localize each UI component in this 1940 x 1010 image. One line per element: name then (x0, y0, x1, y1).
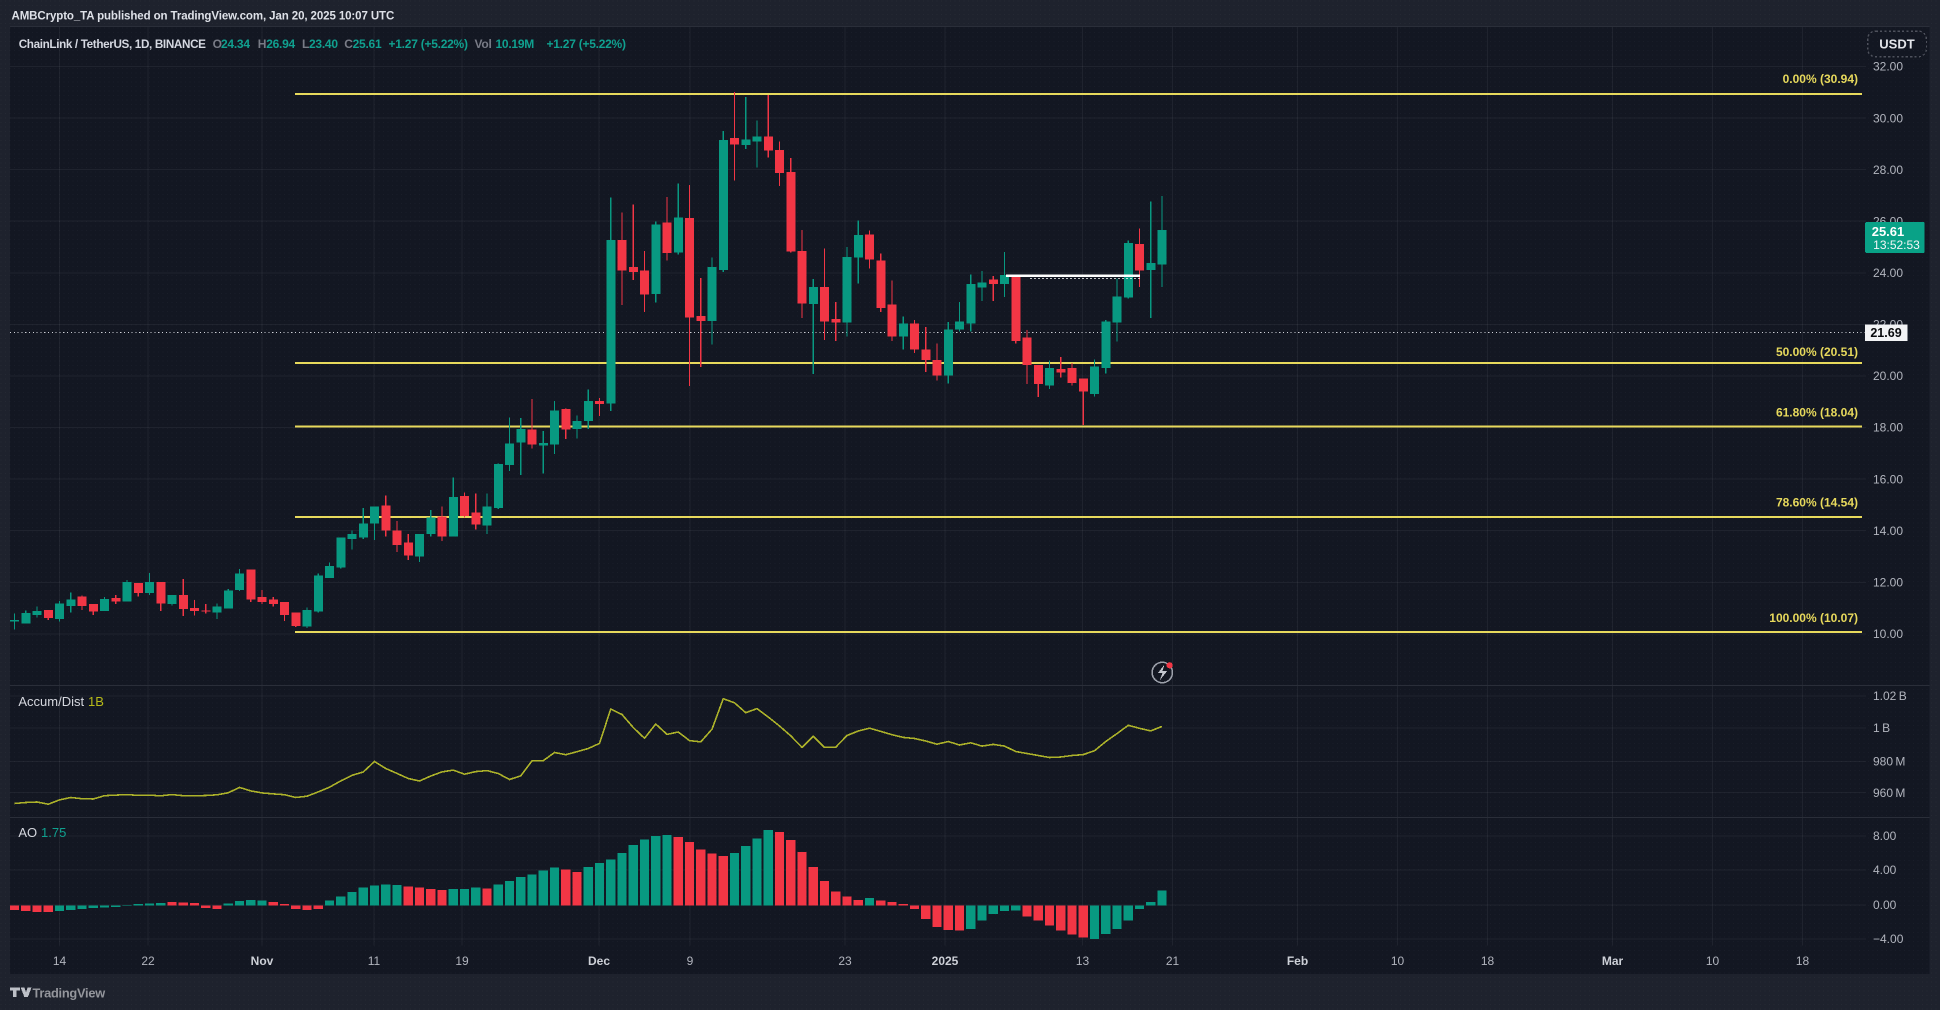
svg-text:12.00: 12.00 (1873, 576, 1903, 590)
svg-text:0.00% (30.94): 0.00% (30.94) (1783, 72, 1858, 86)
svg-text:21: 21 (1166, 954, 1180, 968)
svg-text:+1.27 (+5.22%): +1.27 (+5.22%) (389, 37, 468, 51)
svg-text:13:52:53: 13:52:53 (1873, 238, 1920, 252)
svg-text:C: C (344, 37, 353, 51)
svg-text:18: 18 (1796, 954, 1810, 968)
svg-text:24.34: 24.34 (221, 37, 250, 51)
svg-text:10: 10 (1391, 954, 1405, 968)
svg-text:50.00% (20.51): 50.00% (20.51) (1776, 345, 1858, 359)
svg-text:AO: AO (18, 825, 37, 840)
svg-text:18.00: 18.00 (1873, 421, 1903, 435)
svg-text:AMBCrypto_TA published on Trad: AMBCrypto_TA published on TradingView.co… (12, 10, 395, 22)
svg-text:16.00: 16.00 (1873, 472, 1903, 486)
svg-text:USDT: USDT (1879, 37, 1914, 52)
svg-text:26.94: 26.94 (266, 37, 295, 51)
svg-text:23.40: 23.40 (309, 37, 338, 51)
svg-text:78.60% (14.54): 78.60% (14.54) (1776, 496, 1858, 510)
svg-text:Accum/Dist: Accum/Dist (18, 694, 84, 709)
svg-text:H: H (258, 37, 266, 51)
svg-text:32.00: 32.00 (1873, 60, 1903, 74)
svg-text:11: 11 (368, 954, 381, 968)
svg-text:Dec: Dec (588, 954, 610, 968)
svg-text:ChainLink / TetherUS, 1D, BINA: ChainLink / TetherUS, 1D, BINANCE (19, 38, 206, 51)
svg-text:1.75: 1.75 (41, 825, 66, 840)
svg-text:1B: 1B (88, 694, 104, 709)
svg-text:−4.00: −4.00 (1873, 932, 1904, 946)
svg-text:20.00: 20.00 (1873, 369, 1903, 383)
svg-text:23: 23 (838, 954, 852, 968)
svg-text:980 M: 980 M (1873, 755, 1905, 769)
svg-text:10: 10 (1706, 954, 1720, 968)
svg-text:21.69: 21.69 (1870, 326, 1901, 340)
svg-text:10.19M: 10.19M (496, 37, 535, 51)
svg-text:Mar: Mar (1602, 954, 1624, 968)
svg-text:2025: 2025 (932, 954, 959, 968)
svg-text:13: 13 (1076, 954, 1090, 968)
svg-text:0.00: 0.00 (1873, 898, 1897, 912)
svg-text:22: 22 (141, 954, 155, 968)
svg-text:TradingView: TradingView (33, 985, 106, 1000)
svg-text:14.00: 14.00 (1873, 524, 1903, 538)
svg-text:100.00% (10.07): 100.00% (10.07) (1769, 611, 1858, 625)
svg-text:1.02 B: 1.02 B (1873, 689, 1907, 703)
svg-text:O: O (213, 37, 222, 51)
svg-text:4.00: 4.00 (1873, 863, 1897, 877)
svg-text:960 M: 960 M (1873, 786, 1905, 800)
svg-text:Vol: Vol (475, 37, 492, 51)
svg-text:9: 9 (687, 954, 694, 968)
svg-text:18: 18 (1481, 954, 1495, 968)
svg-text:25.61: 25.61 (353, 37, 382, 51)
svg-text:24.00: 24.00 (1873, 266, 1903, 280)
svg-text:10.00: 10.00 (1873, 627, 1903, 641)
svg-text:30.00: 30.00 (1873, 111, 1903, 125)
svg-text:28.00: 28.00 (1873, 163, 1903, 177)
svg-text:19: 19 (455, 954, 469, 968)
svg-text:Feb: Feb (1287, 954, 1308, 968)
svg-text:Nov: Nov (251, 954, 274, 968)
svg-text:L: L (302, 37, 309, 51)
svg-text:61.80% (18.04): 61.80% (18.04) (1776, 405, 1858, 419)
svg-text:+1.27 (+5.22%): +1.27 (+5.22%) (547, 37, 626, 51)
svg-text:8.00: 8.00 (1873, 829, 1897, 843)
svg-text:25.61: 25.61 (1872, 224, 1905, 239)
svg-text:1 B: 1 B (1873, 721, 1890, 735)
svg-text:14: 14 (53, 954, 67, 968)
